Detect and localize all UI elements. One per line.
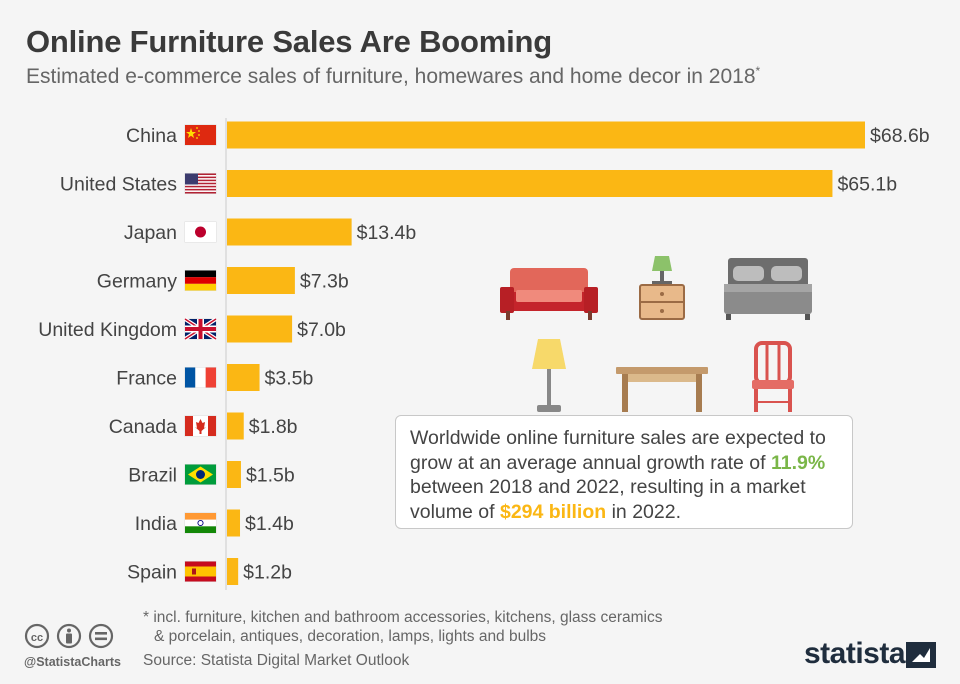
data-label: $13.4b [357,222,417,244]
bed-icon [724,258,812,320]
data-label: $1.4b [245,513,294,535]
footnote-line-1: * incl. furniture, kitchen and bathroom … [143,609,663,626]
chart-subtitle: Estimated e-commerce sales of furniture,… [26,64,760,89]
sofa-icon [500,268,598,320]
license-icons: cc [24,623,114,649]
data-label: $7.0b [297,319,346,341]
table-icon [616,367,708,412]
footnote: * incl. furniture, kitchen and bathroom … [143,608,662,646]
china-flag-icon [184,124,217,146]
data-label: $1.8b [249,416,298,438]
spain-flag-icon [184,561,217,582]
callout-text-before: Worldwide online furniture sales are exp… [410,427,826,474]
statista-logo-text: statista [804,637,906,670]
japan-flag-icon [184,221,217,243]
bar [227,121,865,149]
bar [227,558,239,585]
india-flag-icon [184,512,217,534]
category-label: France [116,368,177,390]
data-label: $1.5b [246,465,295,487]
floor-lamp-icon [532,339,566,412]
uk-flag-icon [183,317,218,341]
bar [227,170,833,197]
category-label: Japan [124,222,177,244]
nd-icon [88,623,114,649]
chart-title: Online Furniture Sales Are Booming [26,24,553,59]
canada-flag-icon [184,415,217,437]
data-label: $3.5b [265,368,314,390]
subtitle-footnote-mark: * [755,64,761,78]
cc-icon: cc [24,623,50,649]
category-label: Germany [97,271,177,293]
category-label: United States [60,174,177,196]
brazil-flag-icon [184,464,217,485]
category-label: Brazil [128,465,177,487]
bar [227,267,295,294]
chair-icon [752,341,794,412]
category-label: India [135,513,177,535]
bar [227,461,241,488]
data-label: $1.2b [243,562,292,584]
callout-growth-rate: 11.9% [770,451,826,474]
bars-group: China $68.6b United States $65.1b Japan $13.4… [38,121,930,585]
category-label: Canada [109,416,177,438]
growth-callout: Worldwide online furniture sales are exp… [395,415,853,529]
category-label: United Kingdom [38,319,177,341]
subtitle-text: Estimated e-commerce sales of furniture,… [26,65,756,88]
by-icon [56,623,82,649]
usa-flag-icon [184,173,217,194]
france-flag-icon [184,367,217,388]
bar [227,412,244,440]
category-label: Spain [127,562,177,584]
bar-chart: China $68.6b United States $65.1b Japan $13.4… [38,118,930,590]
footnote-line-2: & porcelain, antiques, decoration, lamps… [154,628,547,645]
callout-text-after: in 2022. [611,500,681,523]
data-label: $68.6b [870,125,930,147]
statista-logo-icon [906,642,936,668]
bar [227,509,241,537]
data-label: $7.3b [300,271,349,293]
data-label: $65.1b [837,174,897,196]
category-label: China [126,125,177,147]
callout-text-middle: between 2018 and 2022, resulting in a ma… [410,476,806,523]
bar [227,218,352,246]
callout-market-volume: $294 billion [499,500,607,523]
bar [227,364,260,391]
bar [227,315,293,343]
nightstand-icon [639,256,685,320]
source-text: Source: Statista Digital Market Outlook [143,652,410,669]
statista-handle: @StatistaCharts [24,655,121,669]
svg-text:cc: cc [31,632,43,644]
germany-flag-icon [184,270,217,291]
